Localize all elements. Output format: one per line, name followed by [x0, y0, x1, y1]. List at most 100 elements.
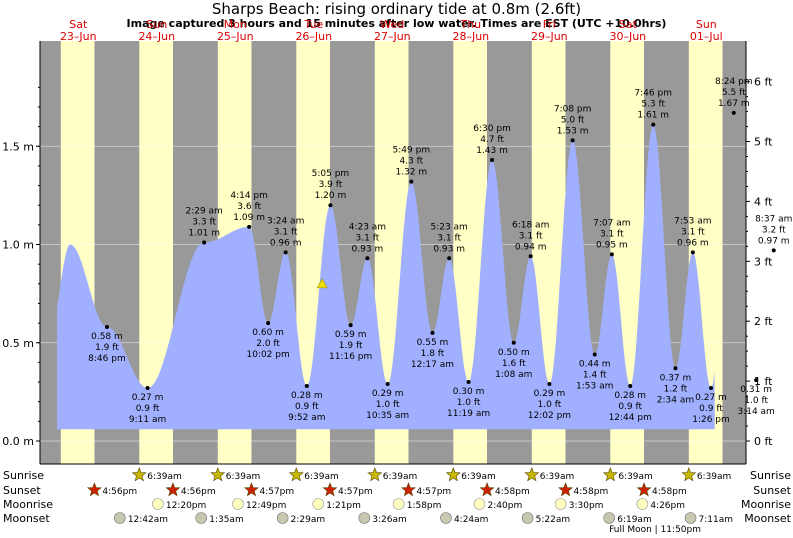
low-ft-label: 1.0 ft — [538, 400, 562, 410]
high-ft-label: 4.7 ft — [480, 135, 504, 145]
high-time-label: 7:07 am — [593, 218, 630, 228]
legend-time: 1:35am — [209, 515, 244, 525]
tide-point — [511, 340, 516, 345]
legend-time: 4:24am — [454, 515, 489, 525]
tide-point — [771, 248, 776, 253]
day-date: 25–Jun — [217, 30, 254, 43]
day-name: Sat — [69, 18, 88, 31]
sunrise-icon — [681, 467, 697, 482]
tide-point — [348, 323, 353, 328]
legend-row-label: Moonset — [3, 512, 50, 525]
legend-row-label-right: Moonset — [744, 512, 791, 525]
tide-point — [570, 138, 575, 143]
legend-time: 12:42am — [128, 515, 168, 525]
legend-time: 12:49pm — [246, 501, 286, 511]
high-ft-label: 3.1 ft — [519, 231, 543, 241]
day-name: Thu — [459, 18, 481, 31]
left-tick-label: 0.0 m — [2, 435, 34, 448]
night-band — [40, 41, 61, 464]
tide-point — [409, 179, 414, 184]
low-ft-label: 1.9 ft — [339, 341, 363, 351]
legend-time: 6:39am — [461, 472, 496, 482]
full-moon-label: Full Moon | 11:50pm — [609, 525, 701, 535]
high-m-label: 1.53 m — [557, 126, 589, 136]
legend-time: 4:58pm — [495, 487, 530, 497]
low-ft-label: 1.0 ft — [457, 398, 481, 408]
low-ft-label: 2.0 ft — [256, 339, 280, 349]
low-ft-label: 1.8 ft — [421, 349, 445, 359]
high-ft-label: 3.1 ft — [356, 233, 380, 243]
low-time-label: 10:35 am — [366, 411, 409, 421]
tide-point — [690, 250, 695, 255]
high-time-label: 7:53 am — [674, 216, 711, 226]
high-ft-label: 5.5 ft — [722, 88, 746, 98]
tide-point — [609, 252, 614, 257]
tide-point — [266, 321, 271, 326]
tide-point — [283, 250, 288, 255]
sunset-icon — [479, 482, 495, 497]
moonset-icon — [195, 512, 208, 524]
moonset-icon — [440, 512, 452, 524]
high-time-label: 2:29 am — [185, 207, 222, 217]
tide-point — [709, 385, 714, 390]
low-m-label: 0.28 m — [291, 391, 323, 401]
tide-point — [673, 366, 678, 371]
tide-area — [57, 124, 715, 430]
high-time-label: 6:18 am — [512, 220, 549, 230]
legend-row-label: Moonrise — [3, 498, 53, 511]
low-time-label: 9:52 am — [288, 413, 325, 423]
low-time-label: 3:14 am — [737, 407, 774, 417]
low-time-label: 1:08 am — [495, 370, 532, 380]
moonrise-icon — [312, 498, 325, 510]
low-m-label: 0.55 m — [417, 338, 449, 348]
legend-row-label-right: Moonrise — [741, 498, 791, 511]
low-ft-label: 1.6 ft — [502, 359, 526, 369]
tide-point — [547, 382, 552, 387]
high-time-label: 5:49 pm — [393, 146, 431, 156]
low-m-label: 0.58 m — [91, 332, 123, 342]
low-m-label: 0.31 m — [740, 385, 772, 395]
moonset-icon — [603, 512, 616, 524]
high-time-label: 7:08 pm — [554, 104, 592, 114]
right-tick-label: 3 ft — [754, 255, 773, 268]
high-ft-label: 3.6 ft — [237, 202, 261, 212]
sunrise-icon — [445, 467, 461, 482]
low-m-label: 0.29 m — [372, 389, 404, 399]
legend-time: 6:39am — [304, 472, 339, 482]
moonrise-icon — [554, 498, 567, 510]
tide-point — [202, 240, 207, 245]
high-m-label: 1.01 m — [188, 229, 220, 239]
day-date: 28–Jun — [452, 30, 489, 43]
chart-title: Sharps Beach: rising ordinary tide at 0.… — [211, 0, 582, 18]
high-m-label: 0.97 m — [758, 236, 790, 246]
high-m-label: 1.20 m — [315, 191, 347, 201]
low-time-label: 12:44 pm — [609, 413, 652, 423]
sunset-icon — [165, 482, 181, 497]
legend-time: 1:21pm — [326, 501, 361, 511]
low-ft-label: 0.9 ft — [618, 402, 642, 412]
tide-point — [430, 330, 435, 335]
legend-time: 2:29am — [291, 515, 326, 525]
tide-point — [731, 110, 736, 115]
low-ft-label: 0.9 ft — [699, 404, 723, 414]
high-ft-label: 4.3 ft — [399, 157, 423, 167]
moonset-icon — [521, 512, 534, 524]
sunset-icon — [243, 482, 259, 497]
high-m-label: 1.32 m — [395, 168, 427, 178]
legend-time: 4:56pm — [181, 487, 216, 497]
legend-time: 1:58pm — [407, 501, 442, 511]
sunrise-icon — [288, 467, 304, 482]
legend-time: 6:39am — [226, 472, 261, 482]
day-name: Wed — [380, 18, 404, 31]
low-ft-label: 1.2 ft — [664, 384, 688, 394]
sunset-icon — [636, 482, 652, 497]
high-time-label: 6:30 pm — [473, 124, 511, 134]
low-time-label: 9:11 am — [129, 415, 166, 425]
sunset-icon — [86, 482, 102, 497]
tide-point — [328, 203, 333, 208]
left-tick-label: 0.5 m — [2, 337, 34, 350]
day-name: Tue — [303, 18, 323, 31]
high-ft-label: 3.1 ft — [274, 227, 298, 237]
legend-time: 5:22am — [536, 515, 571, 525]
